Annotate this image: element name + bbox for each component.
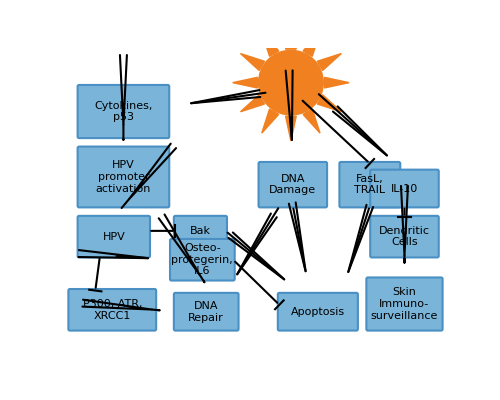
Text: Cytokines,
p53: Cytokines, p53 (94, 101, 152, 122)
Polygon shape (240, 54, 264, 70)
Text: IL-10: IL-10 (391, 184, 418, 194)
Text: HPV: HPV (102, 232, 125, 242)
Text: Dendritic
Cells: Dendritic Cells (379, 226, 430, 248)
Polygon shape (303, 109, 320, 133)
Text: HPV
promoter
activation: HPV promoter activation (96, 160, 151, 194)
Text: P300, ATR,
XRCC1: P300, ATR, XRCC1 (82, 299, 142, 321)
Text: DNA
Damage: DNA Damage (270, 174, 316, 196)
Text: FasL,
TRAIL: FasL, TRAIL (354, 174, 386, 196)
Text: Skin
Immuno-
surveillance: Skin Immuno- surveillance (371, 288, 438, 321)
Polygon shape (232, 77, 258, 88)
FancyBboxPatch shape (340, 162, 400, 207)
Text: Apoptosis: Apoptosis (291, 307, 345, 317)
Text: Osteo-
protegerin,
IL6: Osteo- protegerin, IL6 (172, 243, 233, 276)
Polygon shape (324, 77, 349, 88)
FancyBboxPatch shape (174, 216, 227, 246)
FancyBboxPatch shape (78, 85, 169, 138)
FancyBboxPatch shape (366, 278, 442, 330)
FancyBboxPatch shape (78, 146, 169, 207)
Circle shape (258, 50, 323, 115)
FancyBboxPatch shape (68, 289, 156, 330)
Polygon shape (262, 32, 278, 56)
Polygon shape (286, 116, 296, 141)
Polygon shape (318, 54, 342, 70)
FancyBboxPatch shape (278, 293, 358, 330)
FancyBboxPatch shape (78, 216, 150, 258)
Polygon shape (262, 109, 278, 133)
FancyBboxPatch shape (370, 170, 438, 207)
FancyBboxPatch shape (174, 293, 238, 330)
Polygon shape (240, 95, 264, 112)
Polygon shape (286, 24, 296, 49)
FancyBboxPatch shape (170, 239, 234, 280)
FancyBboxPatch shape (370, 216, 438, 258)
Polygon shape (318, 95, 342, 112)
Text: Bak: Bak (190, 226, 211, 236)
Polygon shape (303, 32, 320, 56)
Text: DNA
Repair: DNA Repair (188, 301, 224, 322)
FancyBboxPatch shape (258, 162, 327, 207)
